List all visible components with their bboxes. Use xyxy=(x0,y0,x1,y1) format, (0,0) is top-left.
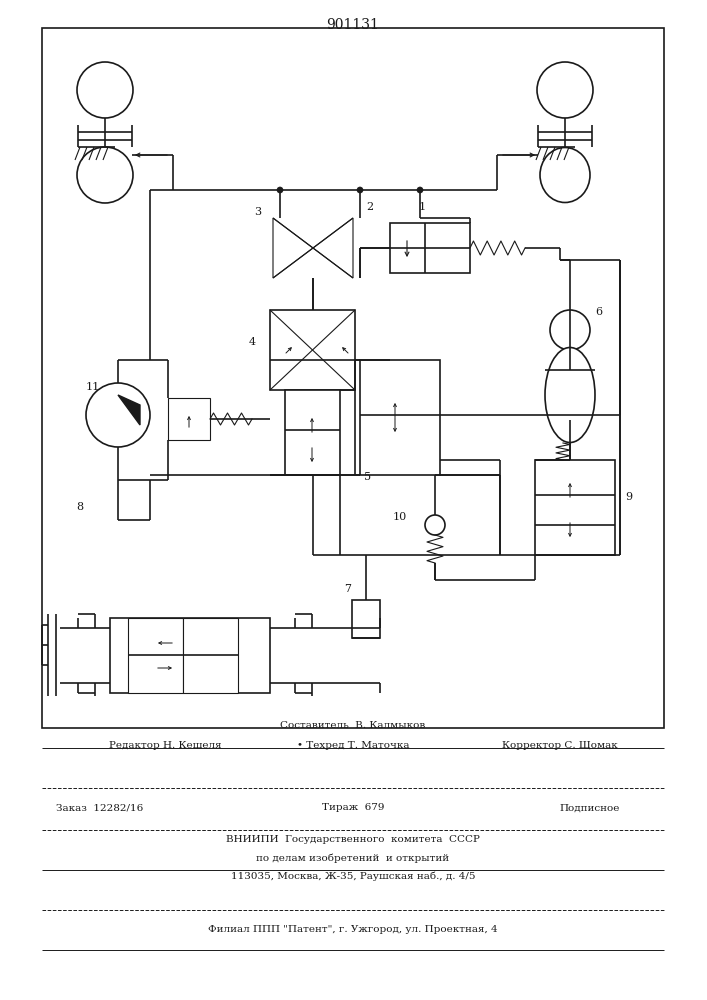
Text: ВНИИПИ  Государственного  комитета  СССР: ВНИИПИ Государственного комитета СССР xyxy=(226,836,480,844)
Polygon shape xyxy=(273,218,313,278)
Text: Корректор С. Щомак: Корректор С. Щомак xyxy=(502,740,618,750)
Text: • Техред Т. Маточка: • Техред Т. Маточка xyxy=(297,740,409,750)
Circle shape xyxy=(77,62,133,118)
Polygon shape xyxy=(118,395,140,425)
Circle shape xyxy=(537,62,593,118)
Circle shape xyxy=(277,187,283,193)
Text: Филиал ППП "Патент", г. Ужгород, ул. Проектная, 4: Филиал ППП "Патент", г. Ужгород, ул. Про… xyxy=(208,926,498,934)
Text: Подписное: Подписное xyxy=(560,804,620,812)
Bar xyxy=(535,460,615,555)
Text: 9: 9 xyxy=(625,492,632,502)
Text: 6: 6 xyxy=(595,307,602,317)
Text: 901131: 901131 xyxy=(327,18,380,32)
Bar xyxy=(285,390,340,475)
Bar xyxy=(352,600,380,638)
Text: 10: 10 xyxy=(393,512,407,522)
Text: 113035, Москва, Ж-35, Раушская наб., д. 4/5: 113035, Москва, Ж-35, Раушская наб., д. … xyxy=(230,871,475,881)
Text: 5: 5 xyxy=(364,472,372,482)
Text: Составитель  В. Калмыков: Составитель В. Калмыков xyxy=(281,720,426,730)
Text: 2: 2 xyxy=(366,202,373,212)
Bar xyxy=(390,223,470,273)
Circle shape xyxy=(417,187,423,193)
Circle shape xyxy=(77,147,133,203)
Text: Редактор Н. Кешеля: Редактор Н. Кешеля xyxy=(109,740,221,750)
Text: Заказ  12282/16: Заказ 12282/16 xyxy=(57,804,144,812)
Circle shape xyxy=(86,383,150,447)
Circle shape xyxy=(425,515,445,535)
Text: Тираж  679: Тираж 679 xyxy=(322,804,384,812)
Ellipse shape xyxy=(540,147,590,202)
Bar xyxy=(270,310,355,390)
Bar xyxy=(360,360,440,475)
Ellipse shape xyxy=(545,348,595,442)
Text: 11: 11 xyxy=(86,382,100,392)
Bar xyxy=(168,398,210,440)
Bar xyxy=(42,28,664,728)
Circle shape xyxy=(550,310,590,350)
Circle shape xyxy=(357,187,363,193)
Bar xyxy=(128,618,183,693)
Bar xyxy=(110,618,270,693)
Bar xyxy=(183,618,238,693)
Text: 1: 1 xyxy=(419,202,426,212)
Polygon shape xyxy=(313,218,353,278)
Text: 4: 4 xyxy=(248,337,255,347)
Text: 8: 8 xyxy=(76,502,83,512)
Text: по делам изобретений  и открытий: по делам изобретений и открытий xyxy=(257,853,450,863)
Text: 3: 3 xyxy=(255,207,262,217)
Text: 7: 7 xyxy=(344,584,351,594)
